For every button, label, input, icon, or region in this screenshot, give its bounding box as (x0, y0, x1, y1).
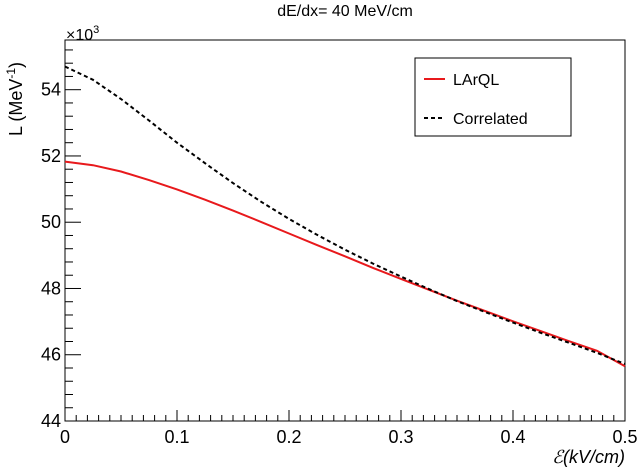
y-tick-label: 52 (41, 146, 61, 166)
x-tick-label: 0.2 (276, 427, 301, 447)
chart-title: dE/dx= 40 MeV/cm (277, 3, 413, 20)
x-axis-label: ℰ(kV/cm) (552, 447, 625, 467)
x-tick-label: 0.1 (164, 427, 189, 447)
legend-label-larql: LArQL (453, 72, 499, 89)
legend-box (414, 57, 572, 137)
y-axis-label-close: ) (6, 62, 26, 68)
y-tick-label: 50 (41, 212, 61, 232)
legend: LArQL Correlated (414, 57, 572, 137)
x-tick-label: 0.4 (500, 427, 525, 447)
x-tick-label: 0 (60, 427, 70, 447)
x-tick-label: 0.3 (388, 427, 413, 447)
y-multiplier-exponent: 3 (93, 24, 99, 36)
axis-ticks: 0 0.1 0.2 0.3 0.4 0.5 44 46 48 50 52 54 (41, 49, 638, 447)
series-lines (64, 65, 626, 368)
y-tick-label: 54 (41, 80, 61, 100)
y-multiplier-base: ×10 (66, 27, 93, 44)
y-axis-label: L (MeV-1) (4, 62, 26, 136)
y-multiplier: ×103 (66, 24, 99, 44)
series-line-correlated (64, 65, 626, 365)
y-tick-label: 44 (41, 411, 61, 431)
legend-label-correlated: Correlated (453, 111, 528, 128)
y-tick-label: 46 (41, 345, 61, 365)
series-line-larql (64, 160, 626, 368)
x-tick-label: 0.5 (612, 427, 637, 447)
y-axis-label-main: L (MeV (6, 79, 26, 136)
y-tick-label: 48 (41, 278, 61, 298)
y-axis-label-exponent: -1 (4, 68, 18, 79)
